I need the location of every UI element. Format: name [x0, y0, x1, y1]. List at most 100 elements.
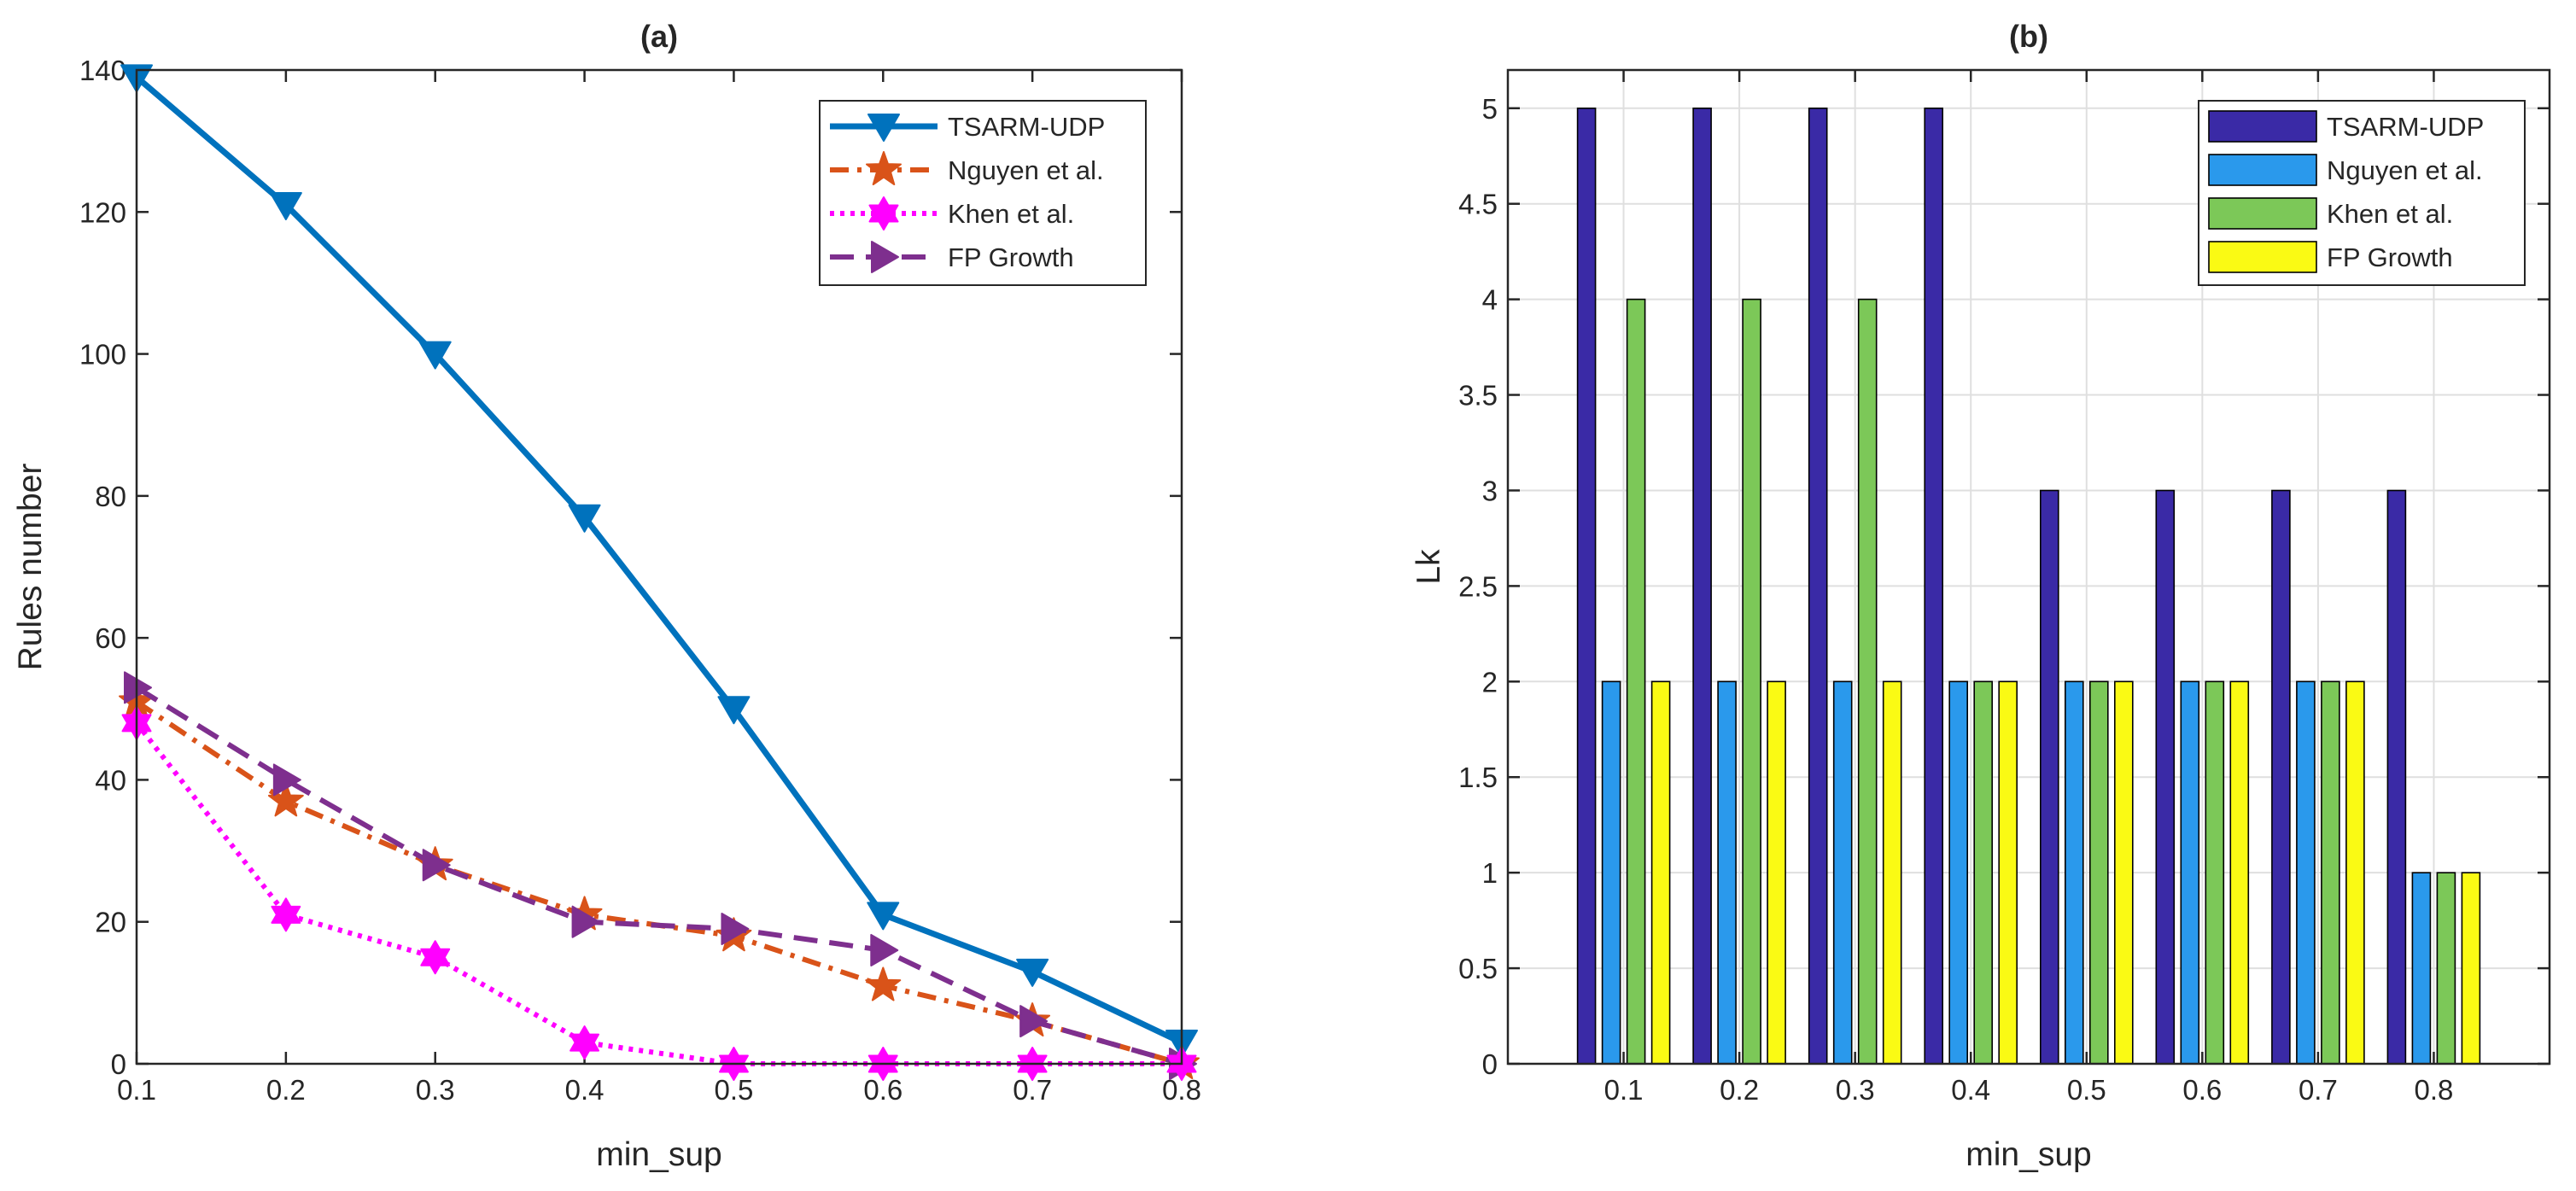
chart-b-x-tick-label: 0.5 — [2067, 1074, 2106, 1106]
chart-a-y-tick-label: 20 — [95, 907, 126, 938]
chart-b-bar — [1692, 108, 1712, 1065]
chart-b-y-tick-label: 1.5 — [1458, 762, 1498, 793]
chart-a-y-tick-label: 40 — [95, 764, 126, 796]
chart-b-x-tick-label: 0.4 — [1951, 1074, 1990, 1106]
chart-b-legend: TSARM-UDP Nguyen et al. Khen et al. FP G… — [2198, 100, 2526, 286]
chart-a-legend: TSARM-UDP Nguyen et al. Khen et al. FP G… — [819, 100, 1147, 286]
chart-b-group-0.7 — [2271, 489, 2365, 1065]
chart-b-bar — [2180, 680, 2200, 1065]
chart-b-bar — [1767, 680, 1786, 1065]
chart-b-legend-swatch-4 — [2208, 241, 2317, 273]
chart-a: 0.1 0.2 0.3 0.4 0.5 0.6 0.7 0.8 020406080100120… — [12, 19, 1201, 1173]
chart-a-x-tick-label: 0.4 — [565, 1074, 605, 1106]
chart-a-series — [119, 64, 1200, 1081]
chart-a-legend-marker-1 — [867, 114, 900, 142]
chart-a-point — [570, 1025, 599, 1060]
chart-b: 0.1 0.2 0.3 0.4 0.5 0.6 0.7 0.8 0 0.5 1 1.5 2 2.5 3 3.… — [1411, 19, 2551, 1173]
chart-b-bar — [2321, 680, 2340, 1065]
chart-a-series-3 — [121, 705, 1197, 1081]
chart-a-x-tick-label: 0.2 — [266, 1074, 306, 1106]
chart-b-group-0.4 — [1924, 108, 2018, 1065]
chart-a-point — [418, 341, 452, 370]
chart-b-group-0.2 — [1692, 108, 1786, 1065]
chart-b-y-tick-label: 2 — [1482, 666, 1498, 698]
chart-a-title: (a) — [640, 19, 678, 54]
chart-a-point — [269, 191, 302, 220]
chart-a-point — [867, 902, 900, 931]
chart-b-bar — [1650, 680, 1671, 1065]
chart-a-point — [870, 933, 899, 966]
chart-b-bar — [1742, 298, 1761, 1065]
chart-a-point — [267, 782, 304, 817]
chart-b-legend-label-1: TSARM-UDP — [2327, 112, 2484, 142]
chart-a-ylabel: Rules number — [12, 464, 49, 671]
chart-b-bar — [2461, 872, 2481, 1065]
chart-a-legend-label-1: TSARM-UDP — [948, 112, 1105, 142]
chart-a-point — [1019, 1005, 1049, 1038]
chart-b-bar — [1717, 680, 1737, 1065]
chart-b-bar — [1832, 680, 1853, 1065]
chart-b-bar — [2229, 680, 2250, 1065]
chart-a-legend-label-2: Nguyen et al. — [948, 155, 1104, 185]
chart-b-bar — [2040, 489, 2059, 1065]
chart-b-x-tick-label: 0.2 — [1720, 1074, 1759, 1106]
chart-b-bar — [2065, 680, 2084, 1065]
chart-b-legend-swatch-2 — [2208, 154, 2317, 186]
chart-b-bar — [2271, 489, 2291, 1065]
chart-a-line-1 — [134, 74, 1183, 1046]
chart-a-y-ticks: 0 20 40 60 80 100 120 140 — [79, 55, 1182, 1080]
chart-b-bar — [1626, 298, 1646, 1065]
chart-b-frame — [1506, 68, 2551, 1065]
chart-b-bar — [1998, 680, 2018, 1065]
chart-b-bar — [2089, 680, 2109, 1065]
chart-b-bar — [2436, 872, 2456, 1065]
chart-b-bar — [1973, 680, 1993, 1065]
chart-a-point — [717, 696, 751, 725]
chart-b-bar — [1857, 298, 1878, 1065]
chart-a-point — [568, 504, 601, 533]
chart-b-x-tick-label: 0.6 — [2182, 1074, 2222, 1106]
chart-b-bar — [2345, 680, 2365, 1065]
chart-a-series-1 — [120, 64, 1198, 1059]
chart-b-legend-label-2: Nguyen et al. — [2327, 155, 2483, 185]
chart-b-group-0.3 — [1808, 108, 1902, 1065]
chart-a-frame — [135, 68, 1183, 1065]
chart-a-point — [272, 763, 301, 797]
chart-a-y-tick-label: 60 — [95, 622, 126, 654]
chart-b-bar — [1601, 680, 1621, 1065]
chart-b-legend-swatch-1 — [2208, 110, 2317, 143]
chart-b-legend-swatch-3 — [2208, 197, 2317, 230]
chart-a-line-4 — [135, 685, 1183, 1066]
chart-a-legend-label-4: FP Growth — [948, 242, 1074, 272]
chart-b-y-tick-label: 0 — [1482, 1048, 1498, 1080]
chart-b-y-tick-label: 2.5 — [1458, 570, 1498, 602]
chart-b-bar — [1924, 108, 1943, 1065]
chart-b-y-tick-label: 3.5 — [1458, 380, 1498, 412]
chart-b-bar — [2114, 680, 2134, 1065]
chart-b-group-0.1 — [1576, 108, 1671, 1065]
chart-b-x-tick-label: 0.7 — [2299, 1074, 2338, 1106]
chart-b-bar — [1948, 680, 1968, 1065]
chart-b-title: (b) — [2009, 19, 2048, 54]
chart-b-legend-label-4: FP Growth — [2327, 242, 2453, 272]
chart-a-point — [124, 671, 152, 704]
chart-b-group-0.8 — [2386, 489, 2481, 1065]
chart-b-bar — [2411, 872, 2432, 1065]
chart-b-bar — [2155, 489, 2176, 1065]
chart-b-bar — [1576, 108, 1597, 1065]
chart-b-ylabel: Lk — [1411, 549, 1447, 585]
chart-b-y-tick-label: 3 — [1482, 475, 1498, 506]
chart-b-bar — [2386, 489, 2407, 1065]
chart-a-y-tick-label: 0 — [111, 1048, 126, 1080]
chart-a-y-tick-label: 120 — [79, 196, 126, 228]
chart-b-y-ticks: 0 0.5 1 1.5 2 2.5 3 3.5 4 4.5 5 — [1458, 93, 2550, 1080]
chart-b-x-tick-label: 0.1 — [1604, 1074, 1644, 1106]
chart-b-bar — [2205, 680, 2225, 1065]
chart-a-point — [571, 905, 600, 938]
chart-a-y-tick-label: 80 — [95, 481, 126, 512]
chart-a-y-tick-label: 140 — [79, 55, 126, 86]
chart-a-legend-marker-4 — [871, 241, 899, 273]
chart-b-bar — [1808, 108, 1828, 1065]
chart-a-point — [721, 913, 750, 946]
